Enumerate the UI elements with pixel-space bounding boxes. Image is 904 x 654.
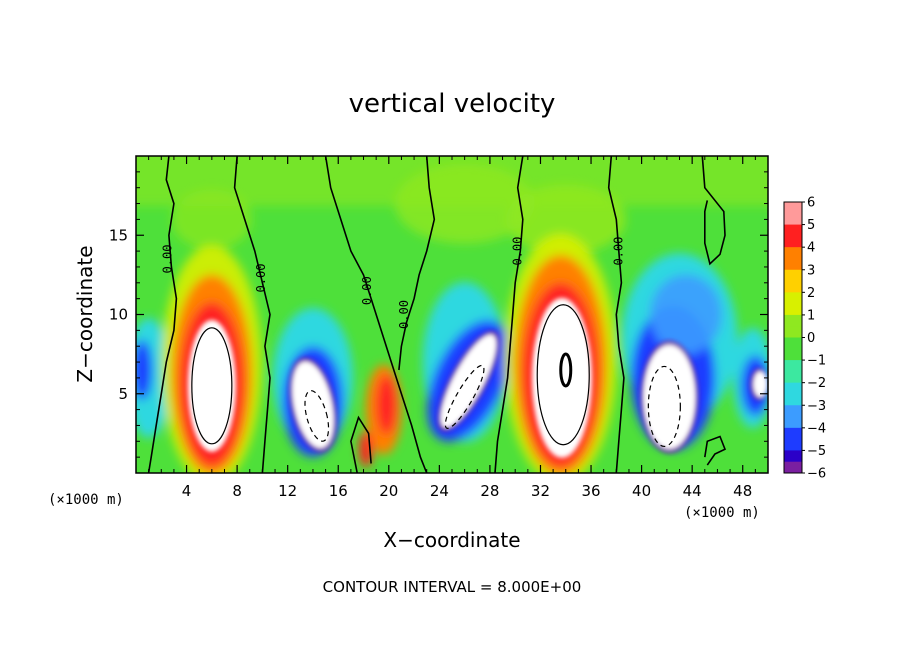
colorbar-segment [784,360,802,372]
colorbar-segment [784,269,802,282]
contour-label-1: 0.00 [160,245,174,274]
contour-label-3: 0.00 [360,276,374,305]
x-tick-label-36: 36 [581,482,600,500]
contour-labels: 0.00 0.00 0.00 0.00 0.00 0.00 [160,237,625,329]
chart-title: vertical velocity [349,89,556,119]
colorbar-label-1: 5 [807,218,815,233]
y-axis-ticks: 5 10 15 [109,171,768,458]
colorbar-segment [784,461,802,474]
colorbar-segment [784,314,802,327]
contour-zero-1 [147,156,178,473]
x-tick-label-28: 28 [480,482,499,500]
colorbar: 6 5 4 3 2 1 0 −1 −2 −3 −4 −5 −6 [783,196,826,482]
x-tick-label-48: 48 [733,482,752,500]
y-tick-label-5: 5 [118,385,128,403]
colorbar-segment [784,382,802,395]
x-tick-label-16: 16 [329,482,348,500]
colorbar-segment [784,337,802,350]
x-tick-label-44: 44 [683,482,702,500]
colorbar-label-6: 0 [807,331,815,346]
y-unit-label: (×1000 m) [684,505,760,521]
colorbar-segment [784,213,802,226]
y-tick-label-15: 15 [109,226,128,244]
colorbar-segment [784,450,802,463]
colorbar-label-7: −1 [807,354,826,369]
colorbar-label-2: 4 [807,241,815,256]
colorbar-segment [784,439,802,451]
colorbar-segment [784,292,802,305]
contour-label-5: 0.00 [511,237,525,266]
colorbar-segment [784,427,802,440]
colorbar-segment [784,303,802,316]
x-tick-label-32: 32 [531,482,550,500]
colorbar-label-9: −3 [807,399,826,414]
colorbar-segment [784,348,802,361]
x-axis-label: X−coordinate [383,528,520,552]
x-tick-label-12: 12 [278,482,297,500]
colorbar-segment [784,224,802,237]
contour-label-4: 0.00 [397,300,411,329]
contour-zero-7 [701,156,726,266]
colorbar-segment [784,416,802,429]
x-axis-ticks: 4 8 12 16 20 24 28 32 36 40 44 48 [148,156,756,500]
x-tick-label-40: 40 [632,482,651,500]
colorbar-label-11: −5 [807,444,826,459]
x-unit-label: (×1000 m) [48,492,124,508]
contour-8-left [191,327,233,445]
colorbar-segment [784,393,802,406]
colorbar-label-12: −6 [807,467,826,482]
contour-zero-3 [324,156,428,473]
contour-label-2: 0.00 [254,264,268,293]
contour-8-right [536,304,590,446]
colorbar-label-5: 1 [807,308,815,323]
x-tick-label-8: 8 [232,482,242,500]
colorbar-segment [784,202,802,214]
colorbar-segment [784,326,802,338]
contour-zero-6 [607,156,625,473]
x-tick-label-4: 4 [182,482,192,500]
colorbar-segment [784,247,802,259]
contour-zero-5 [494,156,524,473]
colorbar-label-3: 3 [807,263,815,278]
contour-label-6: 0.00 [612,237,626,266]
colorbar-segment [784,258,802,271]
colorbar-segment [784,281,802,293]
colorbar-label-10: −4 [807,421,826,436]
colorbar-segment [784,371,802,384]
velocity-field [136,156,768,473]
colorbar-segment [784,235,802,248]
x-tick-label-20: 20 [379,482,398,500]
y-tick-label-10: 10 [109,306,128,324]
contour-neg-1 [304,390,330,442]
colorbar-label-4: 2 [807,286,815,301]
field-cores [187,297,768,458]
x-tick-label-24: 24 [430,482,449,500]
contour-zero-8 [350,415,372,473]
contour-zero-9 [704,435,727,466]
plot-area: 0.000.00 0.000.000.00 0.00 4 8 12 16 20 24 28 32 3… [109,155,769,500]
colorbar-label-0: 6 [807,196,815,211]
y-axis-label: Z−coordinate [73,245,97,382]
contour-zero-4 [398,156,436,371]
contour-lines [147,156,727,473]
contour-zero-2 [233,156,271,473]
colorbar-label-8: −2 [807,376,826,391]
contour-neg-2 [444,364,485,429]
contour-neg-3 [647,365,681,448]
contour-interval: CONTOUR INTERVAL = 8.000E+00 [323,578,582,596]
contour-16 [559,352,573,388]
colorbar-segment [784,405,802,418]
